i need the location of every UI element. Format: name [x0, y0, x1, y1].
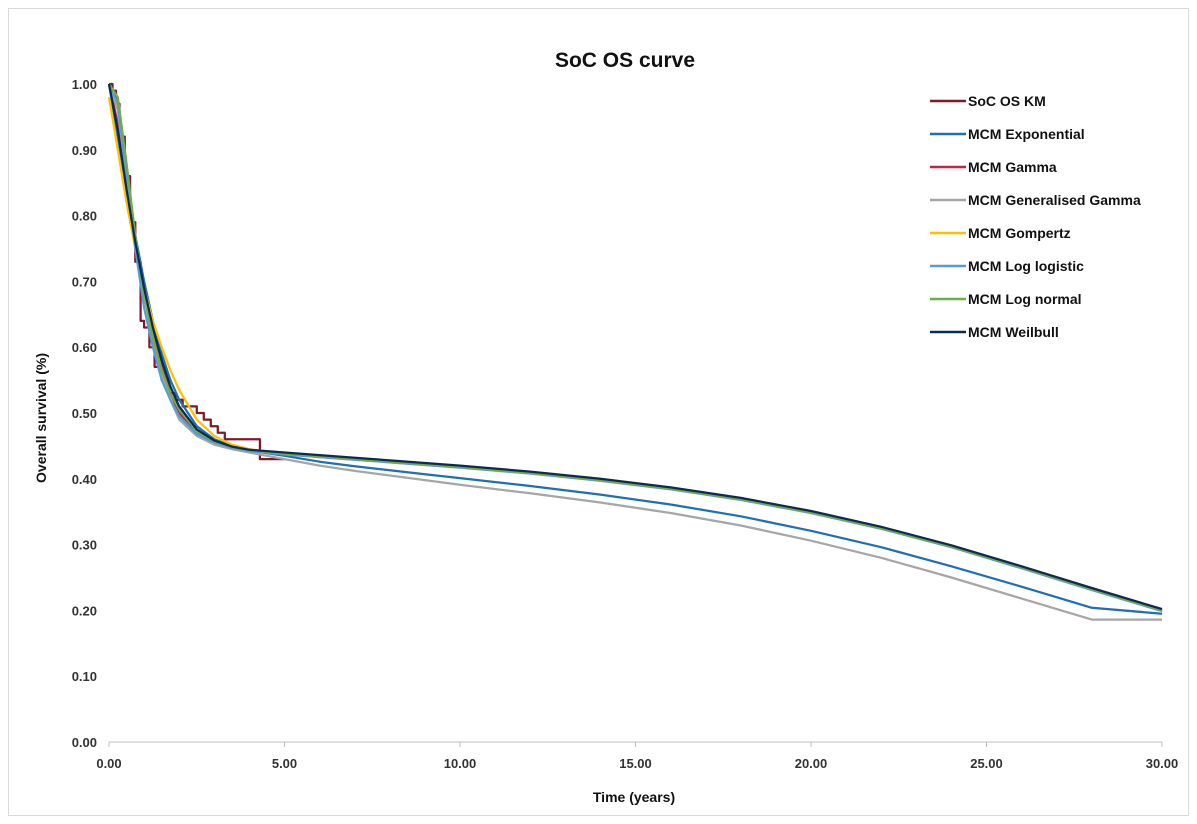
x-tick-label: 30.00 — [1146, 756, 1179, 771]
chart-svg: SoC OS curve Overall survival (%) Time (… — [33, 49, 1179, 805]
x-tick-label: 0.00 — [96, 756, 121, 771]
legend-label: MCM Log logistic — [968, 258, 1084, 274]
legend-label: MCM Weilbull — [968, 324, 1059, 340]
plot-area — [107, 82, 1163, 621]
x-axis-title: Time (years) — [593, 789, 675, 805]
y-tick-label: 0.10 — [72, 669, 97, 684]
legend-label: MCM Exponential — [968, 126, 1085, 142]
x-tick-label: 10.00 — [444, 756, 477, 771]
y-tick-label: 0.50 — [72, 406, 97, 421]
chart-title: SoC OS curve — [555, 49, 695, 72]
y-tick-label: 0.80 — [72, 209, 97, 224]
y-tick-label: 0.30 — [72, 538, 97, 553]
legend-label: MCM Gompertz — [968, 225, 1071, 241]
y-tick-label: 0.60 — [72, 340, 97, 355]
y-tick-label: 0.20 — [72, 603, 97, 618]
y-tick-label: 0.90 — [72, 143, 97, 158]
legend-label: SoC OS KM — [968, 93, 1046, 109]
y-tick-label: 1.00 — [72, 77, 97, 92]
axes: 0.00 5.00 10.00 15.00 20.00 25.00 30.00 0.00 0.1… — [72, 77, 1179, 771]
x-tick-label: 25.00 — [970, 756, 1003, 771]
x-tick-label: 15.00 — [619, 756, 652, 771]
legend-label: MCM Gamma — [968, 159, 1057, 175]
series-line-6 — [108, 83, 1163, 612]
series-line-7 — [107, 83, 1163, 611]
series-line-0 — [109, 82, 285, 461]
legend-label: MCM Generalised Gamma — [968, 192, 1141, 208]
y-tick-label: 0.40 — [72, 472, 97, 487]
y-tick-label: 0.00 — [72, 735, 97, 750]
legend: SoC OS KM MCM Exponential MCM Gamma MCM Gen… — [930, 93, 1141, 340]
y-tick-label: 0.70 — [72, 274, 97, 289]
legend-label: MCM Log normal — [968, 291, 1082, 307]
chart-frame: SoC OS curve Overall survival (%) Time (… — [8, 8, 1189, 816]
x-tick-label: 20.00 — [795, 756, 828, 771]
y-axis-title: Overall survival (%) — [33, 353, 49, 483]
x-tick-label: 5.00 — [272, 756, 297, 771]
